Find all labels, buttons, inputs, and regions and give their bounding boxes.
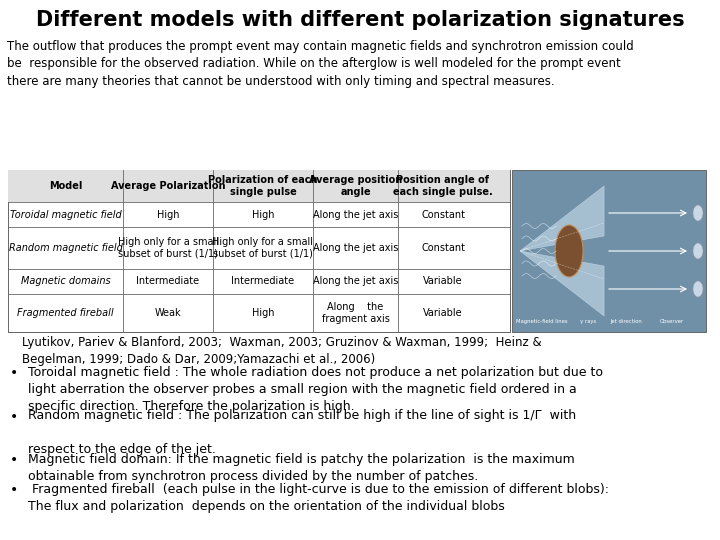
Text: •: • [10, 483, 18, 497]
Text: Average Polarization: Average Polarization [111, 181, 225, 191]
Text: Intermediate: Intermediate [231, 276, 294, 287]
Text: Position angle of
each single pulse.: Position angle of each single pulse. [393, 175, 493, 197]
Text: Along    the
fragment axis: Along the fragment axis [322, 302, 390, 324]
Text: Model: Model [49, 181, 82, 191]
Text: Along the jet axis: Along the jet axis [312, 243, 398, 253]
Text: Constant: Constant [421, 243, 465, 253]
Text: •: • [10, 366, 18, 380]
Text: Fragmented fireball  (each pulse in the light-curve is due to the emission of di: Fragmented fireball (each pulse in the l… [28, 483, 609, 513]
Text: •: • [10, 409, 18, 423]
Text: •: • [10, 453, 18, 467]
Bar [8, 170, 510, 332]
Text: Fragmented fireball: Fragmented fireball [17, 308, 114, 318]
Text: Toroidal magnetic field : The whole radiation does not produce a net polarizatio: Toroidal magnetic field : The whole radi… [28, 366, 603, 413]
Ellipse shape [555, 225, 583, 277]
Text: Magnetic field domain: If the magnetic field is patchy the polarization  is the : Magnetic field domain: If the magnetic f… [28, 453, 575, 483]
Text: Magnetic domains: Magnetic domains [21, 276, 110, 287]
Bar [512, 170, 706, 332]
Text: Constant: Constant [421, 210, 465, 219]
Ellipse shape [693, 243, 703, 259]
Text: High: High [157, 210, 179, 219]
Text: Variable: Variable [423, 276, 463, 287]
Text: Jet direction: Jet direction [610, 319, 642, 324]
Text: High only for a small
subset of burst (1/1): High only for a small subset of burst (1… [117, 237, 218, 259]
Text: Intermediate: Intermediate [136, 276, 199, 287]
Text: High only for a small
subset of burst (1/1): High only for a small subset of burst (1… [212, 237, 313, 259]
Text: Along the jet axis: Along the jet axis [312, 276, 398, 287]
Ellipse shape [693, 205, 703, 221]
Text: Polarization of each
single pulse: Polarization of each single pulse [208, 175, 318, 197]
Text: High: High [252, 210, 274, 219]
Text: Average position
angle: Average position angle [309, 175, 402, 197]
Text: The outflow that produces the prompt event may contain magnetic fields and synch: The outflow that produces the prompt eve… [7, 40, 634, 88]
Text: γ rays: γ rays [580, 319, 596, 324]
Polygon shape [520, 186, 604, 251]
Text: Different models with different polarization signatures: Different models with different polariza… [36, 10, 684, 30]
Text: Random magnetic field: Random magnetic field [9, 243, 122, 253]
Bar [8, 170, 510, 202]
Text: Weak: Weak [155, 308, 181, 318]
Text: Random magnetic field : The polarization can still be high if the line of sight : Random magnetic field : The polarization… [28, 409, 576, 456]
Text: Along the jet axis: Along the jet axis [312, 210, 398, 219]
Text: Lyutikov, Pariev & Blanford, 2003;  Waxman, 2003; Gruzinov & Waxman, 1999;  Hein: Lyutikov, Pariev & Blanford, 2003; Waxma… [22, 336, 541, 367]
Text: High: High [252, 308, 274, 318]
Text: Magnetic-field lines: Magnetic-field lines [516, 319, 567, 324]
Text: Toroidal magnetic field: Toroidal magnetic field [9, 210, 122, 219]
Polygon shape [520, 251, 604, 316]
Ellipse shape [693, 281, 703, 297]
Text: Variable: Variable [423, 308, 463, 318]
Text: Observer: Observer [660, 319, 684, 324]
